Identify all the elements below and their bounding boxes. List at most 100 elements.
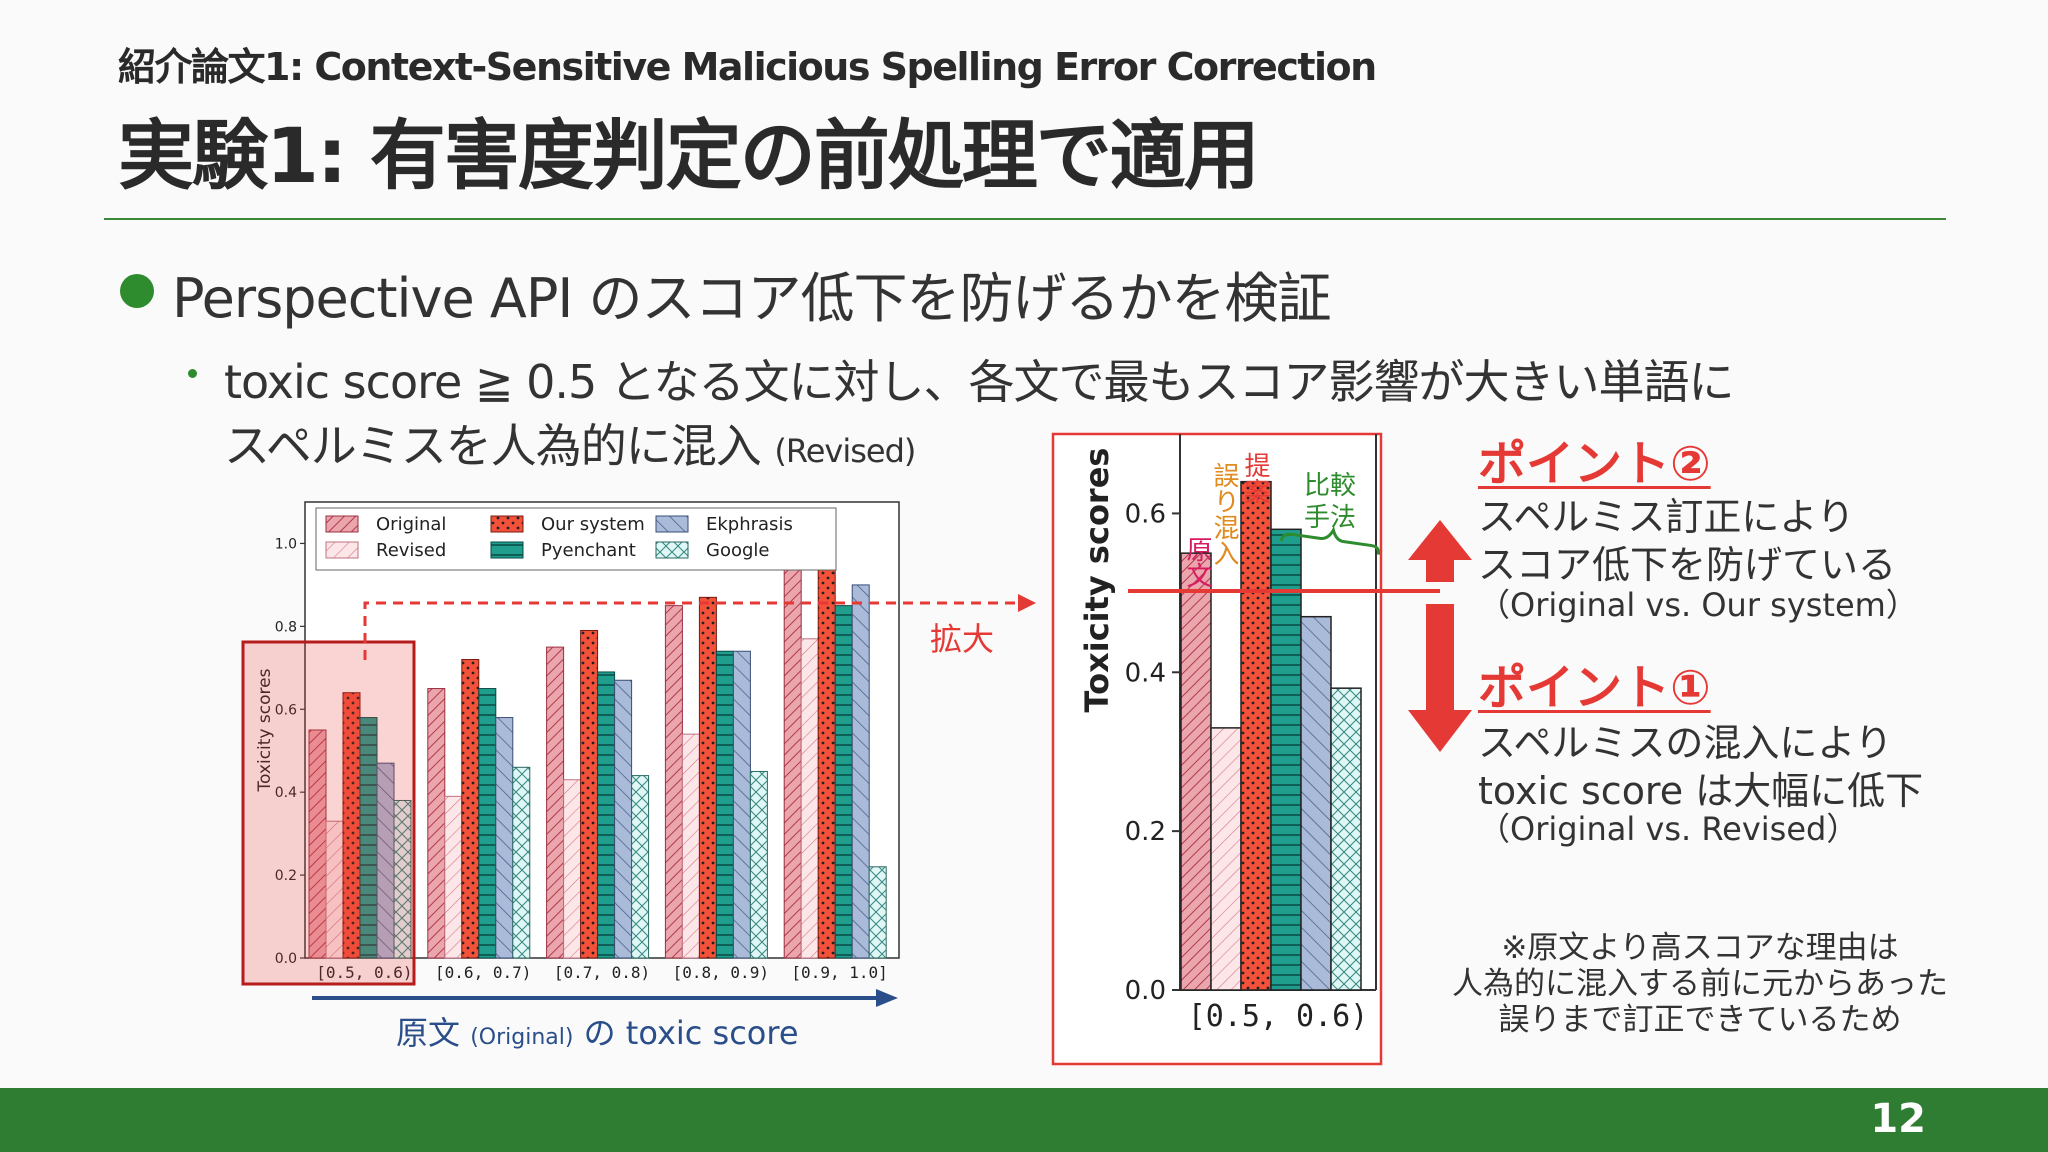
zoom-chart-ylabel: Toxicity scores: [1078, 448, 1116, 713]
zoom-bar-google: [1330, 687, 1362, 991]
label-ours: 提案: [1240, 452, 1270, 504]
down-arrow-icon: [1408, 604, 1472, 752]
zoom-ytick-label: 0.2: [1125, 817, 1166, 847]
xtick-label: [0.6, 0.7): [435, 963, 531, 982]
zoom-dashed-line: [363, 601, 1018, 660]
legend: Original Revised Our system Pyenchant Ekphra…: [325, 514, 793, 561]
legend-label: Our system: [541, 514, 645, 535]
main-bullet: Perspective API のスコア低下を防げるかを検証: [172, 267, 1331, 330]
legend-swatch: [490, 515, 524, 533]
zoom-bar-original: [1180, 552, 1212, 991]
ytick-label: 0.2: [275, 868, 297, 884]
legend-box: [315, 507, 837, 571]
bar-original: [664, 605, 683, 959]
xtick-label: [0.5, 0.6): [316, 963, 412, 982]
zoom-ytick-label: 0.0: [1125, 976, 1166, 1006]
zoom-chart: 0.00.20.40.6 [0.5, 0.6) Toxicity scores …: [1051, 432, 1440, 1066]
bar-our-system: [698, 596, 717, 959]
zoom-ytick-label: 0.6: [1125, 499, 1166, 529]
main-chart-yticks: 0.0 0.2 0.4 0.6 0.8 1.0: [275, 536, 305, 967]
revised-note: (Revised): [774, 432, 916, 470]
xaxis-caption-orig: (Original): [470, 1025, 573, 1050]
point2-line2: スコア低下を防げている: [1478, 543, 1897, 587]
bar-revised: [681, 733, 700, 959]
ytick-label: 1.0: [275, 536, 297, 552]
xtick-label: [0.7, 0.8): [554, 963, 650, 982]
point1-title: ポイント①: [1478, 660, 1711, 716]
bar-our-system: [580, 630, 599, 959]
sub-bullet-line2-text: スペルミスを人為的に混入: [224, 419, 762, 473]
legend-label: Pyenchant: [541, 540, 636, 561]
bar-our-system: [461, 659, 480, 959]
bar-ekphrasis: [495, 717, 514, 959]
bar-google: [749, 770, 768, 959]
point2-title: ポイント②: [1478, 436, 1711, 492]
ytick-label: 0.4: [275, 785, 297, 801]
zoom-label: 拡大: [930, 620, 994, 658]
xaxis-caption: 原文 (Original) の toxic score: [396, 1014, 799, 1052]
bar-original: [783, 559, 802, 959]
legend-swatch: [325, 515, 359, 533]
zoom-ytick-label: 0.4: [1125, 658, 1166, 688]
slide-title: 実験1: 有害度判定の前処理で適用: [118, 111, 1260, 200]
xtick-label: [0.9, 1.0]: [791, 963, 887, 982]
page-number: 12: [1870, 1096, 1926, 1142]
bar-our-system: [817, 559, 836, 959]
bar-ekphrasis: [851, 584, 870, 959]
main-chart: 0.00.20.40.60.81.0 [0.5, 0.6)[0.6, 0.7)[…: [255, 501, 900, 982]
point2-line1: スペルミス訂正により: [1478, 495, 1855, 539]
bar-google: [512, 766, 531, 959]
footer-bar: [0, 1088, 2048, 1152]
zoom-chart-bars: [1180, 480, 1362, 991]
xaxis-caption-post: の toxic score: [584, 1014, 799, 1052]
legend-swatch: [490, 541, 524, 559]
zoom-arrow-head-icon: [1018, 594, 1036, 612]
legend-label: Google: [706, 540, 769, 561]
main-chart-ylabel: Toxicity scores: [255, 668, 275, 792]
bar-pyenchant: [478, 688, 497, 959]
footnote-line3: 誤りまで訂正できているため: [1498, 1002, 1902, 1038]
up-arrow-icon: [1408, 520, 1472, 582]
title-divider: [104, 218, 1946, 220]
zoom-chart-xlabel: [0.5, 0.6): [1188, 999, 1369, 1034]
legend-label: Ekphrasis: [706, 514, 793, 535]
bar-google: [631, 775, 650, 959]
bar-original: [427, 688, 446, 959]
bar-pyenchant: [715, 650, 734, 959]
bar-google: [868, 866, 887, 959]
bullet-dot-icon: [120, 274, 154, 308]
bar-revised: [444, 795, 463, 959]
bar-original: [546, 646, 565, 959]
legend-swatch: [325, 541, 359, 559]
sub-bullet-dot-icon: [188, 369, 197, 378]
compare-brace-icon: [1279, 526, 1381, 555]
main-chart-xlabels: [0.5, 0.6) [0.6, 0.7) [0.7, 0.8) [0.8, 0.9)…: [316, 963, 888, 982]
zoom-bar-revised: [1210, 727, 1242, 991]
highlight-box: [241, 640, 416, 986]
label-original: 原文: [1182, 536, 1212, 588]
legend-label: Revised: [376, 540, 446, 561]
label-compare-line1: 比較: [1304, 471, 1356, 501]
legend-label: Original: [376, 514, 446, 535]
zoom-bar-our-system: [1240, 480, 1272, 991]
sub-bullet-line2: スペルミスを人為的に混入 (Revised): [224, 410, 916, 476]
point1-line1: スペルミスの混入により: [1478, 721, 1893, 765]
footnote: ※原文より高スコアな理由は 人為的に混入する前に元からあった 誤りまで訂正できて…: [1440, 930, 1960, 1038]
bar-pyenchant: [834, 605, 853, 959]
main-chart-bars: [308, 559, 887, 959]
point2-paren: （Original vs. Our system）: [1478, 586, 1918, 624]
charts-svg: 0.00.20.40.60.81.0 [0.5, 0.6)[0.6, 0.7)[…: [241, 432, 1472, 1066]
label-compare: 比較手法: [1304, 471, 1356, 533]
ytick-label: 0.6: [275, 702, 297, 718]
sub-bullet-line1: toxic score ≧ 0.5 となる文に対し、各文で最もスコア影響が大きい…: [224, 355, 1734, 409]
label-compare-line2: 手法: [1304, 503, 1356, 533]
xtick-label: [0.8, 0.9): [673, 963, 769, 982]
footnote-line1: ※原文より高スコアな理由は: [1501, 930, 1899, 966]
point1-line2: toxic score は大幅に低下: [1478, 769, 1924, 813]
bar-revised: [563, 779, 582, 959]
zoom-chart-yticks: 0.0 0.2 0.4 0.6: [1125, 499, 1180, 1006]
zoom-bar-ekphrasis: [1300, 615, 1332, 991]
zoom-bar-pyenchant: [1270, 528, 1302, 991]
point1-paren: （Original vs. Revised）: [1478, 810, 1859, 848]
legend-swatch: [655, 515, 689, 533]
